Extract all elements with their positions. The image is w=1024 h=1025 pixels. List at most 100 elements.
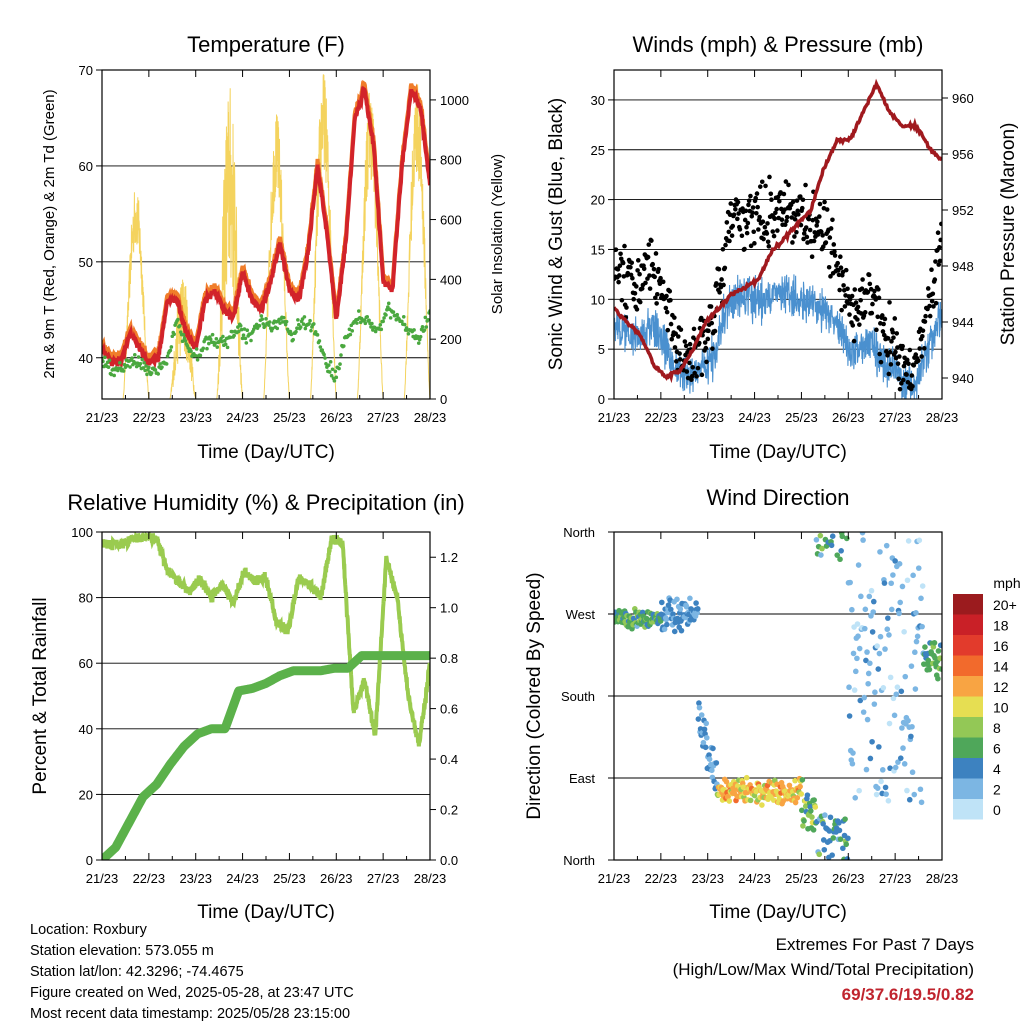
gust-point [890,330,896,335]
gust-point [867,281,873,287]
temperature-xtick-label: 21/23 [86,410,119,425]
winds-ytick-label: 0 [598,392,605,407]
gust-point [751,229,757,235]
gust-point [806,216,812,222]
gust-point [887,349,893,355]
legend-label: 14 [993,659,1009,675]
gust-point [677,357,683,362]
direction-point [869,738,875,745]
humidity-precip-ytick-label: 1.0 [440,601,458,616]
gust-point [838,265,844,271]
dewpoint-point [347,327,352,332]
gust-point [646,242,652,247]
winds-ytick-label: 20 [591,193,605,208]
dewpoint-point [402,322,407,327]
gust-point [618,251,623,257]
dewpoint-point [102,359,105,364]
direction-point [901,761,908,767]
direction-point [817,532,824,539]
direction-point [836,820,842,826]
direction-point [886,720,893,727]
dewpoint-point [133,353,137,357]
gust-point [870,301,875,307]
gust-point [830,217,835,223]
gust-point [649,238,654,243]
dewpoint-point [400,319,404,324]
dewpoint-point [138,361,143,366]
gust-point [929,267,934,272]
gust-point [719,277,724,282]
legend-label: 6 [993,741,1001,757]
direction-point [747,797,754,804]
gust-point [619,297,625,303]
direction-point [800,823,806,829]
gust-point [812,230,818,235]
gust-point [865,289,871,295]
gust-point [622,243,627,249]
latlon-text: Station lat/lon: 42.3296; -74.4675 [30,964,244,980]
gust-point [885,336,891,341]
direction-point [794,794,801,801]
direction-point [887,765,893,772]
direction-point [892,764,899,771]
direction-point [846,684,852,691]
dewpoint-point [109,372,114,377]
direction-point [661,626,668,632]
direction-point [861,694,868,701]
gust-point [704,359,709,365]
direction-point [860,537,866,543]
direction-point [851,687,858,693]
gust-point [807,227,813,233]
gust-point [616,279,621,285]
gust-point [782,222,788,228]
dewpoint-point [307,321,311,326]
dewpoint-point [158,362,162,366]
gust-point [641,266,647,272]
humidity-precip-ytick-label: 0.2 [440,803,458,818]
direction-point [865,670,872,677]
gust-point [936,262,942,267]
dewpoint-point [214,336,219,341]
dewpoint-point [384,313,388,317]
dewpoint-point [395,312,400,317]
direction-point [939,666,942,673]
dewpoint-point [215,345,220,349]
winds-pressure-ytick-label: 956 [952,147,974,162]
direction-point [935,675,941,682]
gust-point [837,287,842,293]
gust-point [900,343,905,349]
dewpoint-point [236,325,240,329]
direction-point [878,778,884,785]
dewpoint-point [417,337,422,342]
gust-point [647,273,652,278]
dewpoint-point [339,353,343,357]
direction-point [816,851,823,858]
direction-point [926,666,933,673]
gust-point [828,274,833,279]
gust-point [690,365,696,370]
direction-point [837,556,843,563]
gust-point [779,217,785,222]
direction-point [913,638,920,645]
direction-point [863,766,870,773]
temperature-ytick-label: 40 [79,351,93,366]
dewpoint-point [118,360,122,365]
direction-point [834,552,841,558]
dewpoint-point [213,341,218,345]
gust-point [614,247,619,252]
gust-point [875,314,881,320]
legend-label: 0 [993,802,1001,818]
gust-point [735,216,740,222]
gust-point [892,316,898,321]
direction-point [891,712,898,719]
gust-point [937,245,942,250]
gust-point [817,201,823,207]
direction-point [847,579,853,586]
direction-point [829,852,835,858]
dewpoint-point [381,319,385,324]
direction-point [798,791,805,797]
gust-point [728,201,734,206]
dewpoint-point [205,346,209,351]
direction-ytick-label: North [563,525,595,540]
direction-point [852,668,859,675]
